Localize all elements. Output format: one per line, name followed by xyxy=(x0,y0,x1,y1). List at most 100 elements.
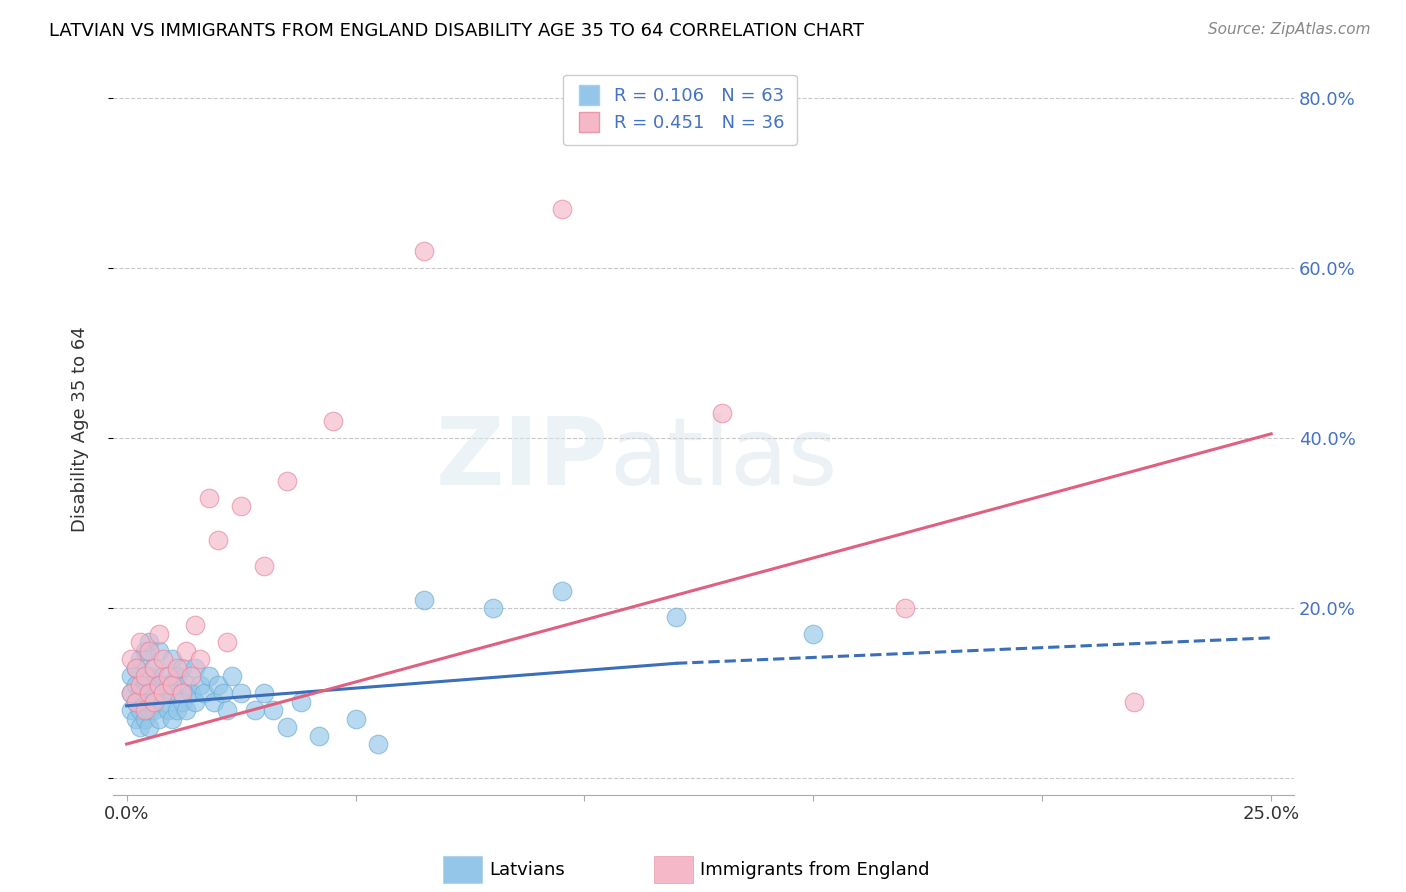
Point xyxy=(134,677,156,691)
Point xyxy=(413,592,436,607)
Point xyxy=(138,635,160,649)
Text: LATVIAN VS IMMIGRANTS FROM ENGLAND DISABILITY AGE 35 TO 64 CORRELATION CHART: LATVIAN VS IMMIGRANTS FROM ENGLAND DISAB… xyxy=(49,22,865,40)
Point xyxy=(152,652,174,666)
Point xyxy=(143,686,166,700)
Point xyxy=(550,202,572,216)
Point xyxy=(134,695,156,709)
Point xyxy=(125,677,148,691)
Point xyxy=(120,703,142,717)
Point xyxy=(148,677,170,691)
Point xyxy=(162,686,184,700)
Legend: R = 0.106   N = 63, R = 0.451   N = 36: R = 0.106 N = 63, R = 0.451 N = 36 xyxy=(562,75,797,145)
Point xyxy=(148,643,170,657)
Point xyxy=(211,686,233,700)
Point xyxy=(120,686,142,700)
Point xyxy=(125,695,148,709)
Point xyxy=(129,720,152,734)
Point xyxy=(129,703,152,717)
Point xyxy=(120,652,142,666)
Point xyxy=(207,533,229,547)
Point xyxy=(162,652,184,666)
Point xyxy=(125,695,148,709)
Point xyxy=(482,601,505,615)
Point xyxy=(143,695,166,709)
Point xyxy=(152,669,174,683)
Point xyxy=(229,499,252,513)
Point xyxy=(166,660,188,674)
Point xyxy=(184,695,207,709)
Point xyxy=(665,609,688,624)
Point xyxy=(125,660,148,674)
Text: Latvians: Latvians xyxy=(489,861,565,879)
Point xyxy=(138,643,160,657)
Point xyxy=(134,703,156,717)
Point xyxy=(129,677,152,691)
Text: Source: ZipAtlas.com: Source: ZipAtlas.com xyxy=(1208,22,1371,37)
Point xyxy=(174,643,197,657)
Point xyxy=(134,643,156,657)
Point xyxy=(276,720,298,734)
Point xyxy=(276,474,298,488)
Point xyxy=(129,686,152,700)
Point xyxy=(198,491,221,505)
Point xyxy=(156,669,179,683)
Point xyxy=(243,703,266,717)
Point xyxy=(138,669,160,683)
Point xyxy=(894,601,917,615)
Point xyxy=(138,703,160,717)
Point xyxy=(188,677,211,691)
Point xyxy=(148,677,170,691)
Point xyxy=(125,660,148,674)
Point xyxy=(129,635,152,649)
Point xyxy=(217,635,239,649)
Point xyxy=(134,712,156,726)
Point xyxy=(156,703,179,717)
Point xyxy=(170,686,193,700)
Point xyxy=(253,686,276,700)
Point xyxy=(148,712,170,726)
Point xyxy=(120,686,142,700)
Point xyxy=(184,618,207,632)
Point xyxy=(180,669,202,683)
Y-axis label: Disability Age 35 to 64: Disability Age 35 to 64 xyxy=(72,326,89,533)
Point xyxy=(221,669,243,683)
Point xyxy=(143,660,166,674)
Point xyxy=(180,686,202,700)
Point xyxy=(170,695,193,709)
Point xyxy=(217,703,239,717)
Point xyxy=(162,677,184,691)
Point xyxy=(174,677,197,691)
Point xyxy=(152,695,174,709)
Point xyxy=(198,669,221,683)
Text: Immigrants from England: Immigrants from England xyxy=(700,861,929,879)
Point xyxy=(262,703,284,717)
Point xyxy=(344,712,367,726)
Point xyxy=(1122,695,1144,709)
Point xyxy=(367,737,389,751)
Point xyxy=(184,660,207,674)
Point xyxy=(308,729,330,743)
Point xyxy=(322,414,344,428)
Point xyxy=(138,720,160,734)
Point xyxy=(166,703,188,717)
Point xyxy=(156,677,179,691)
Point xyxy=(166,669,188,683)
Point xyxy=(170,660,193,674)
Point xyxy=(162,712,184,726)
Point xyxy=(202,695,225,709)
Point xyxy=(174,703,197,717)
Point xyxy=(125,712,148,726)
Point xyxy=(143,703,166,717)
Point xyxy=(134,669,156,683)
Point xyxy=(413,244,436,258)
Point xyxy=(129,652,152,666)
Point xyxy=(148,626,170,640)
Point xyxy=(253,558,276,573)
Point xyxy=(801,626,824,640)
Point xyxy=(290,695,312,709)
Point xyxy=(188,652,211,666)
Point xyxy=(710,406,733,420)
Point xyxy=(550,584,572,599)
Point xyxy=(152,686,174,700)
Point xyxy=(143,660,166,674)
